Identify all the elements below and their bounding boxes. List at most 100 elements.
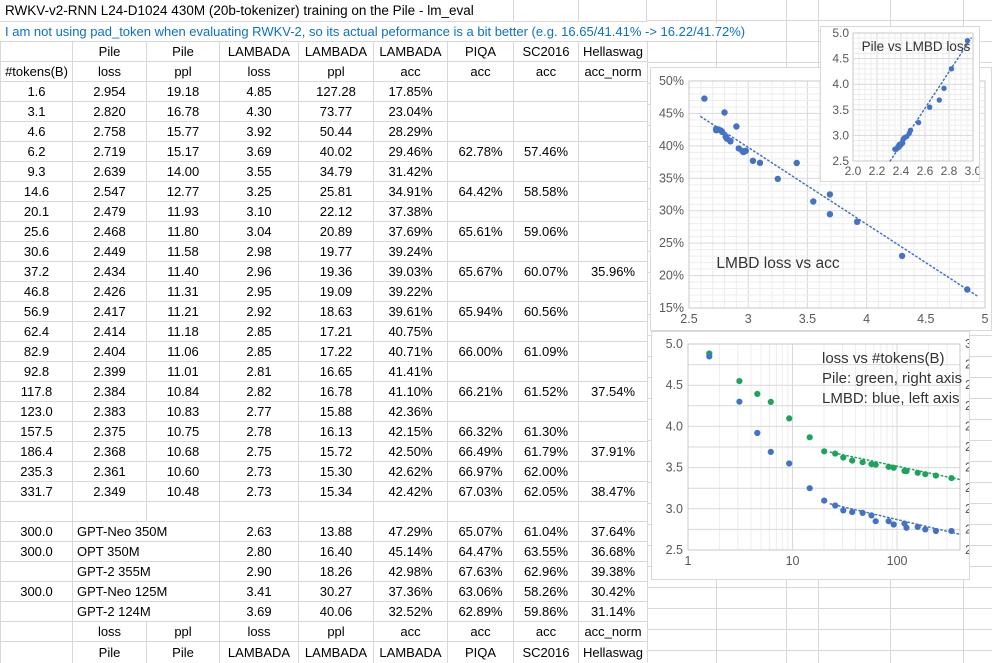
metric-cell[interactable] <box>513 241 579 262</box>
metric-cell[interactable]: 10.75 <box>146 421 220 442</box>
metric-cell[interactable]: 66.21% <box>447 381 514 402</box>
footer-dataset-cell[interactable]: SC2016 <box>513 641 579 663</box>
footer-dataset-cell[interactable]: Hellaswag <box>578 641 648 663</box>
metric-cell[interactable]: 11.93 <box>146 201 220 222</box>
tokens-cell[interactable]: 46.8 <box>0 281 73 302</box>
metric-cell[interactable]: 47.29% <box>373 521 448 542</box>
metric-cell[interactable]: 67.63% <box>447 561 514 582</box>
metric-cell[interactable]: 2.75 <box>219 441 299 462</box>
metric-cell[interactable]: 65.67% <box>447 261 514 282</box>
metric-cell[interactable] <box>447 81 514 102</box>
metric-cell[interactable]: 3.92 <box>219 121 299 142</box>
metric-cell[interactable]: 2.77 <box>219 401 299 422</box>
metric-cell[interactable]: 35.96% <box>578 261 648 282</box>
metric-cell[interactable]: 64.42% <box>447 181 514 202</box>
metric-cell[interactable]: 31.14% <box>578 601 648 622</box>
tokens-cell[interactable]: 117.8 <box>0 381 73 402</box>
metric-cell[interactable] <box>513 101 579 122</box>
column-header[interactable]: #tokens(B) <box>0 61 73 82</box>
tokens-cell[interactable]: 14.6 <box>0 181 73 202</box>
metric-cell[interactable] <box>578 141 648 162</box>
footer-dataset-cell[interactable]: Pile <box>146 641 220 663</box>
metric-cell[interactable]: 16.40 <box>298 541 374 562</box>
metric-cell[interactable] <box>578 321 648 342</box>
metric-cell[interactable]: 42.62% <box>373 461 448 482</box>
metric-cell[interactable] <box>513 361 579 382</box>
metric-cell[interactable]: 14.00 <box>146 161 220 182</box>
metric-cell[interactable] <box>447 281 514 302</box>
metric-cell[interactable]: 64.47% <box>447 541 514 562</box>
metric-cell[interactable]: 127.28 <box>298 81 374 102</box>
metric-cell[interactable] <box>578 401 648 422</box>
tokens-cell[interactable]: 331.7 <box>0 481 73 502</box>
metric-cell[interactable]: 30.27 <box>298 581 374 602</box>
metric-cell[interactable]: 16.78 <box>298 381 374 402</box>
metric-cell[interactable]: 11.06 <box>146 341 220 362</box>
metric-cell[interactable]: 2.80 <box>219 541 299 562</box>
metric-cell[interactable]: 62.89% <box>447 601 514 622</box>
metric-cell[interactable]: 2.414 <box>72 321 147 342</box>
footer-dataset-cell[interactable]: LAMBADA <box>373 641 448 663</box>
metric-cell[interactable]: 39.38% <box>578 561 648 582</box>
metric-cell[interactable]: 2.349 <box>72 481 147 502</box>
empty-cell[interactable] <box>447 501 514 522</box>
metric-cell[interactable]: 3.04 <box>219 221 299 242</box>
model-name-cell[interactable]: GPT-2 124M <box>72 601 220 622</box>
metric-cell[interactable]: 2.449 <box>72 241 147 262</box>
tokens-cell[interactable]: 300.0 <box>0 541 73 562</box>
footer-metric-cell[interactable]: acc <box>373 621 448 642</box>
metric-cell[interactable] <box>513 401 579 422</box>
column-group-header[interactable] <box>0 41 73 62</box>
metric-cell[interactable]: 2.73 <box>219 481 299 502</box>
tokens-cell[interactable]: 9.3 <box>0 161 73 182</box>
metric-cell[interactable]: 2.96 <box>219 261 299 282</box>
metric-cell[interactable]: 13.88 <box>298 521 374 542</box>
metric-cell[interactable] <box>578 181 648 202</box>
metric-cell[interactable] <box>578 101 648 122</box>
tokens-cell[interactable]: 186.4 <box>0 441 73 462</box>
tokens-cell[interactable] <box>0 601 73 622</box>
metric-cell[interactable]: 17.85% <box>373 81 448 102</box>
tokens-cell[interactable]: 62.4 <box>0 321 73 342</box>
metric-cell[interactable]: 2.63 <box>219 521 299 542</box>
metric-cell[interactable]: 38.47% <box>578 481 648 502</box>
metric-cell[interactable]: 66.00% <box>447 341 514 362</box>
metric-cell[interactable]: 2.434 <box>72 261 147 282</box>
metric-cell[interactable]: 16.13 <box>298 421 374 442</box>
model-name-cell[interactable]: GPT-Neo 125M <box>72 581 220 602</box>
metric-cell[interactable]: 2.82 <box>219 381 299 402</box>
metric-cell[interactable]: 39.24% <box>373 241 448 262</box>
metric-cell[interactable]: 62.05% <box>513 481 579 502</box>
metric-cell[interactable] <box>513 321 579 342</box>
metric-cell[interactable] <box>513 121 579 142</box>
metric-cell[interactable]: 31.42% <box>373 161 448 182</box>
metric-cell[interactable]: 3.25 <box>219 181 299 202</box>
metric-cell[interactable]: 2.361 <box>72 461 147 482</box>
metric-cell[interactable] <box>447 361 514 382</box>
metric-cell[interactable]: 40.06 <box>298 601 374 622</box>
metric-cell[interactable] <box>447 121 514 142</box>
metric-cell[interactable]: 42.15% <box>373 421 448 442</box>
metric-cell[interactable]: 3.69 <box>219 141 299 162</box>
tokens-cell[interactable]: 92.8 <box>0 361 73 382</box>
column-header[interactable]: acc_norm <box>578 61 648 82</box>
metric-cell[interactable]: 50.44 <box>298 121 374 142</box>
tokens-cell[interactable]: 1.6 <box>0 81 73 102</box>
metric-cell[interactable]: 40.02 <box>298 141 374 162</box>
metric-cell[interactable] <box>513 201 579 222</box>
metric-cell[interactable]: 62.78% <box>447 141 514 162</box>
metric-cell[interactable]: 19.77 <box>298 241 374 262</box>
metric-cell[interactable]: 2.547 <box>72 181 147 202</box>
model-name-cell[interactable]: GPT-Neo 350M <box>72 521 220 542</box>
footer-dataset-cell[interactable]: LAMBADA <box>298 641 374 663</box>
metric-cell[interactable] <box>447 401 514 422</box>
metric-cell[interactable]: 65.61% <box>447 221 514 242</box>
metric-cell[interactable]: 11.21 <box>146 301 220 322</box>
column-group-header[interactable]: Pile <box>72 41 147 62</box>
metric-cell[interactable]: 63.06% <box>447 581 514 602</box>
metric-cell[interactable]: 45.14% <box>373 541 448 562</box>
metric-cell[interactable]: 18.63 <box>298 301 374 322</box>
metric-cell[interactable]: 11.31 <box>146 281 220 302</box>
metric-cell[interactable]: 15.88 <box>298 401 374 422</box>
metric-cell[interactable]: 19.36 <box>298 261 374 282</box>
